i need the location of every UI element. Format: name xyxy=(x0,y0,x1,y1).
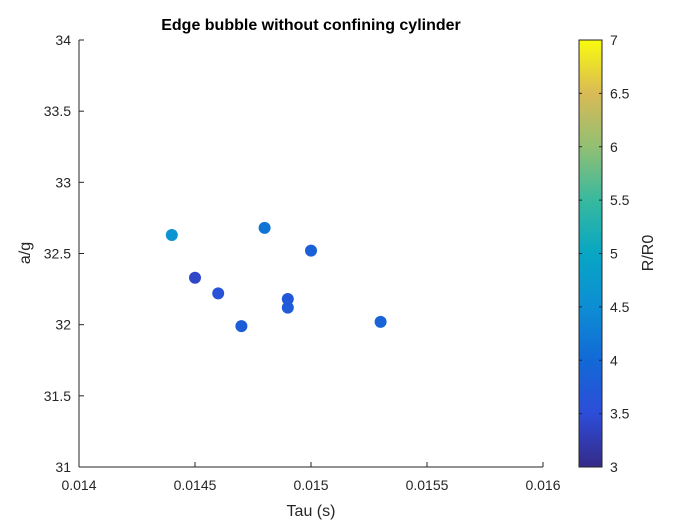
colorbar-ticks: 3 3.5 4 4.5 5 5.5 6 6.5 7 xyxy=(579,32,630,475)
colorbar-tick-label: 7 xyxy=(610,32,618,48)
y-tick-label: 33 xyxy=(55,174,71,190)
colorbar-label: R/R0 xyxy=(640,235,657,272)
chart-title: Edge bubble without confining cylinder xyxy=(161,17,461,34)
data-point xyxy=(281,293,294,306)
colorbar-tick-label: 4 xyxy=(610,352,618,368)
y-tick-label: 32.5 xyxy=(44,246,71,262)
x-ticks: 0.014 0.0145 0.015 0.0155 0.016 xyxy=(61,462,561,493)
colorbar-tick-label: 3 xyxy=(610,459,618,475)
x-tick-label: 0.014 xyxy=(61,477,96,493)
data-point xyxy=(305,244,317,257)
data-point xyxy=(165,228,178,241)
colorbar xyxy=(578,39,603,468)
y-axis-label: a/g xyxy=(17,242,34,264)
data-point xyxy=(212,287,225,300)
data-point xyxy=(258,221,271,234)
data-point xyxy=(235,320,248,333)
x-axis-label: Tau (s) xyxy=(287,503,336,520)
colorbar-gradient xyxy=(578,39,603,468)
y-tick-label: 33.5 xyxy=(44,103,71,119)
x-tick-label: 0.015 xyxy=(293,477,328,493)
colorbar-tick-label: 5 xyxy=(610,246,618,262)
y-tick-label: 31 xyxy=(55,459,71,475)
x-tick-label: 0.016 xyxy=(525,477,560,493)
data-point xyxy=(281,301,294,314)
x-tick-label: 0.0155 xyxy=(406,477,449,493)
colorbar-tick-label: 6 xyxy=(610,139,618,155)
data-point xyxy=(189,271,201,284)
data-point xyxy=(374,315,387,328)
y-ticks: 31 31.5 32 32.5 33 33.5 34 xyxy=(44,32,84,475)
y-tick-label: 34 xyxy=(55,32,71,48)
colorbar-tick-label: 6.5 xyxy=(610,85,630,101)
colorbar-tick-label: 4.5 xyxy=(610,299,630,315)
colorbar-tick-label: 5.5 xyxy=(610,192,630,208)
y-tick-label: 31.5 xyxy=(44,388,71,404)
colorbar-tick-label: 3.5 xyxy=(610,406,630,422)
y-tick-label: 32 xyxy=(55,317,71,333)
x-tick-label: 0.0145 xyxy=(174,477,217,493)
data-points xyxy=(165,221,387,333)
